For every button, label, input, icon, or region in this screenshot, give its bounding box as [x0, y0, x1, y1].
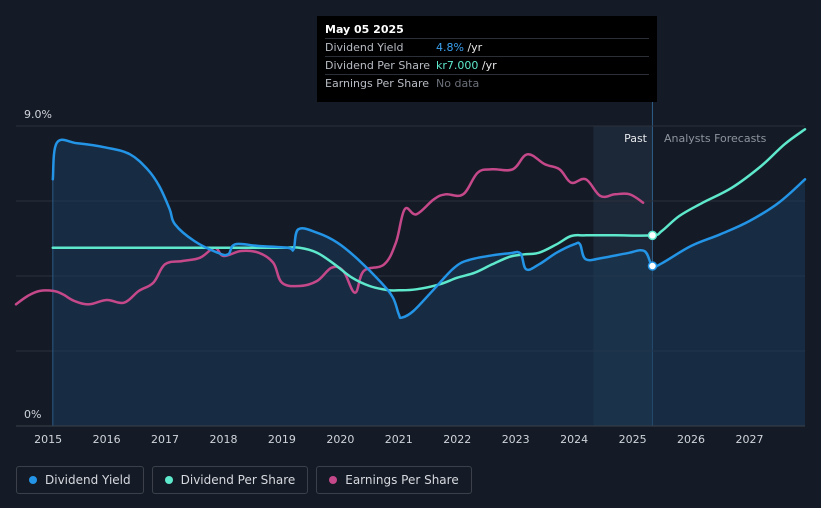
tooltip-unit: /yr [478, 59, 497, 72]
legend-label: Earnings Per Share [345, 473, 459, 487]
dividend-per-share-line [51, 128, 807, 292]
dividend-per-share-marker [647, 230, 658, 241]
x-tick-label: 2017 [151, 433, 179, 446]
legend: Dividend Yield Dividend Per Share Earnin… [16, 466, 472, 494]
series-lines [14, 128, 807, 320]
tooltip-value: 4.8% [436, 41, 464, 54]
tooltip-value: No data [436, 77, 480, 90]
legend-dot [29, 476, 37, 484]
x-tick-label: 2026 [677, 433, 705, 446]
dividend-yield-area [52, 139, 806, 426]
series-areas [52, 139, 806, 426]
tooltip-row-dividend-yield: Dividend Yield 4.8% /yr [325, 38, 649, 56]
forecast-label: Analysts Forecasts [664, 132, 767, 145]
tooltip-label: Earnings Per Share [325, 77, 430, 90]
x-tick-label: 2022 [443, 433, 471, 446]
x-tick-label: 2024 [560, 433, 588, 446]
x-tick-label: 2019 [268, 433, 296, 446]
legend-dot [329, 476, 338, 484]
tooltip-label: Dividend Per Share [325, 59, 431, 72]
tooltip-value: kr7.000 [436, 59, 479, 72]
dividend-yield-marker [647, 261, 658, 271]
x-tick-label: 2015 [34, 433, 62, 446]
x-tick-label: 2025 [619, 433, 647, 446]
series-markers [647, 230, 658, 271]
tooltip-unit: /yr [463, 41, 483, 54]
tooltip-date: May 05 2025 [325, 23, 404, 36]
tooltip-row-dividend-per-share: Dividend Per Share kr7.000 /yr [325, 56, 649, 74]
tooltip-row-earnings-per-share: Earnings Per Share No data [325, 74, 649, 92]
legend-item-earnings-per-share[interactable]: Earnings Per Share [316, 466, 472, 494]
tooltip-label: Dividend Yield [325, 41, 404, 54]
x-tick-label: 2021 [385, 433, 413, 446]
past-label: Past [624, 132, 648, 145]
earnings-per-share-line [14, 153, 645, 306]
x-tick-label: 2016 [93, 433, 121, 446]
legend-dot [164, 476, 173, 484]
y-tick-label: 0% [24, 408, 41, 421]
tooltip: May 05 2025 Dividend Yield 4.8% /yr Divi… [317, 16, 657, 102]
x-tick-label: 2023 [502, 433, 530, 446]
y-tick-label: 9.0% [24, 108, 52, 121]
legend-label: Dividend Yield [45, 473, 131, 487]
x-tick-label: 2027 [735, 433, 763, 446]
x-tick-label: 2020 [326, 433, 354, 446]
dividend-yield-line [51, 138, 807, 320]
x-tick-label: 2018 [209, 433, 237, 446]
legend-item-dividend-yield[interactable]: Dividend Yield [16, 466, 144, 494]
legend-label: Dividend Per Share [180, 473, 296, 487]
axes: 9.0% 0% 2015 2016 2017 2018 2019 2020 2021 2022 20… [16, 108, 805, 446]
legend-item-dividend-per-share[interactable]: Dividend Per Share [151, 466, 309, 494]
